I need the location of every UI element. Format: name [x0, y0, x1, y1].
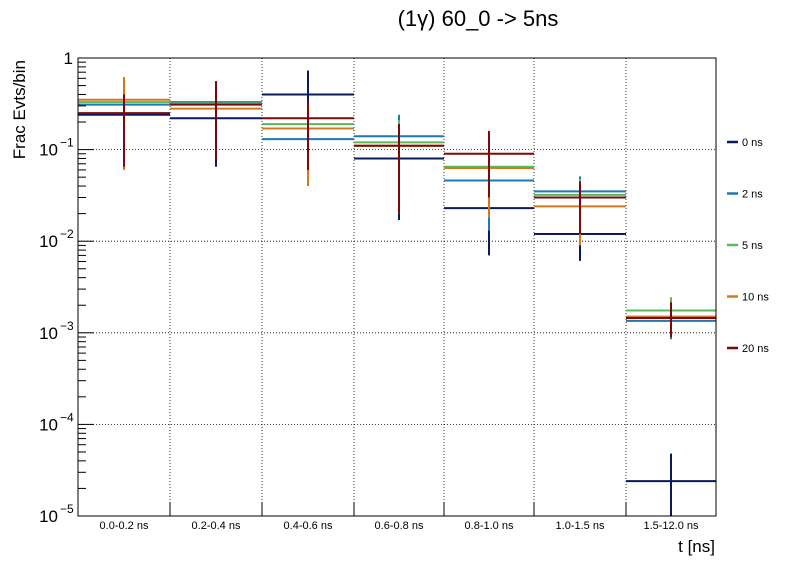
- legend-label: 10 ns: [742, 292, 769, 304]
- y-tick-label: 10: [39, 507, 58, 526]
- x-tick-label: 0.6-0.8 ns: [375, 520, 424, 532]
- series-0-ns: [78, 70, 716, 516]
- y-tick-label: 10: [39, 324, 58, 343]
- x-tick-labels: 0.0-0.2 ns 0.2-0.4 ns 0.4-0.6 ns 0.6-0.8 ns…: [100, 520, 699, 532]
- x-tick-label: 0.4-0.6 ns: [284, 520, 333, 532]
- chart-title: (1γ) 60_0 -> 5ns: [398, 6, 559, 31]
- y-tick-exponent: −2: [60, 227, 74, 241]
- x-axis-label: t [ns]: [678, 537, 715, 556]
- y-tick-labels: 110−110−210−310−410−5: [39, 49, 74, 526]
- y-tick-exponent: −5: [60, 502, 74, 516]
- legend: 0 ns 2 ns 5 ns 10 ns 20 ns: [727, 137, 769, 355]
- series-5-ns: [78, 81, 716, 335]
- x-tick-label: 1.0-1.5 ns: [556, 520, 605, 532]
- series-10-ns: [78, 77, 716, 337]
- y-tick-exponent: −3: [60, 319, 74, 333]
- x-tick-label: 1.5-12.0 ns: [643, 520, 699, 532]
- y-tick-exponent: −1: [60, 136, 74, 150]
- plot-frame: [77, 57, 717, 517]
- y-tick-label: 1: [64, 49, 73, 68]
- y-tick-exponent: −4: [60, 410, 74, 424]
- series-2-ns: [78, 83, 716, 340]
- axes: [77, 57, 717, 517]
- y-tick-label: 10: [39, 415, 58, 434]
- y-axis-label: Frac Evts/bin: [10, 60, 29, 159]
- y-tick-label: 10: [39, 141, 58, 160]
- y-tick-label: 10: [39, 232, 58, 251]
- x-tick-label: 0.8-1.0 ns: [465, 520, 514, 532]
- series-layer: [78, 70, 716, 516]
- series-20-ns: [78, 81, 716, 337]
- grid: [78, 58, 716, 516]
- legend-label: 2 ns: [742, 189, 763, 201]
- legend-label: 20 ns: [742, 343, 769, 355]
- x-tick-label: 0.0-0.2 ns: [100, 520, 149, 532]
- x-tick-label: 0.2-0.4 ns: [192, 520, 241, 532]
- legend-label: 0 ns: [742, 137, 763, 149]
- legend-label: 5 ns: [742, 240, 763, 252]
